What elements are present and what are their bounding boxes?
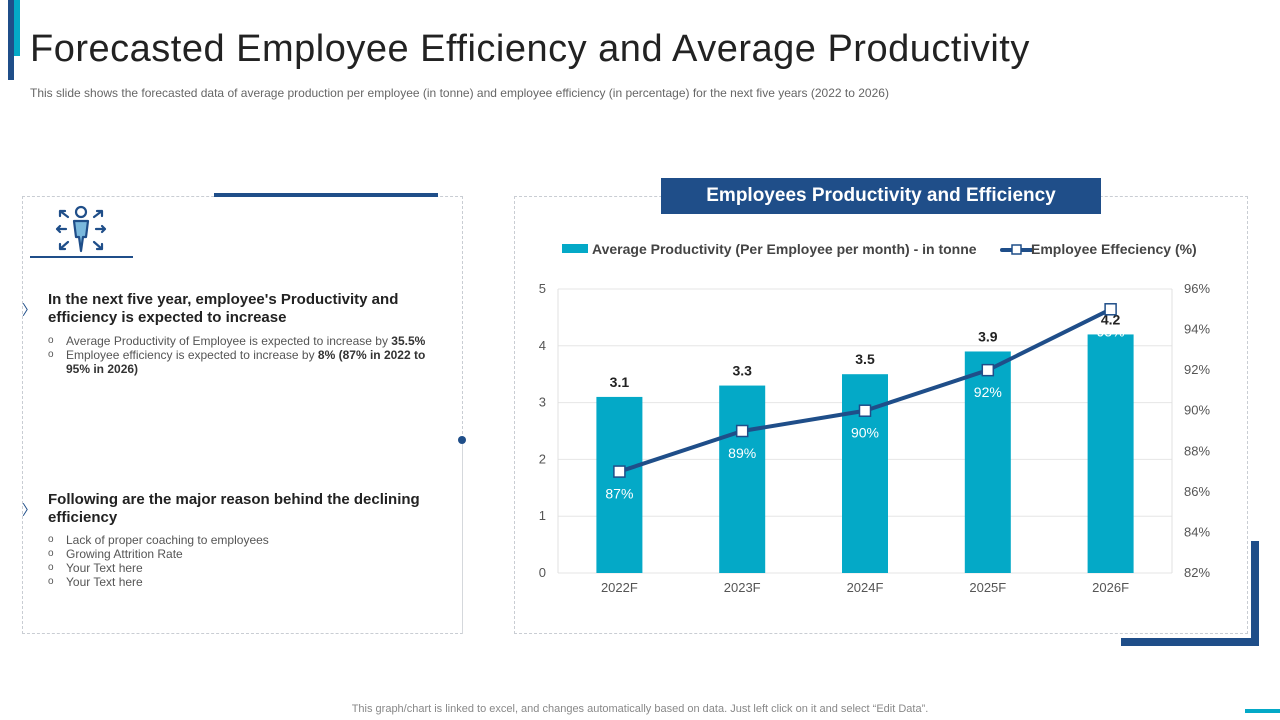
line-data-label: 90% — [851, 425, 879, 441]
list-item: Lack of proper coaching to employees — [48, 533, 438, 547]
bar-data-label: 3.3 — [732, 363, 752, 379]
list-item: Average Productivity of Employee is expe… — [48, 334, 438, 348]
divider-dot — [458, 436, 466, 444]
bar — [596, 396, 643, 573]
corner-accent — [1121, 541, 1259, 646]
footer-note: This graph/chart is linked to excel, and… — [351, 703, 929, 715]
bar-data-label: 3.9 — [978, 328, 998, 344]
x-tick-label: 2023F — [724, 580, 761, 595]
chart-title: Employees Productivity and Efficiency — [661, 178, 1101, 214]
y-right-tick-label: 90% — [1184, 403, 1210, 418]
bar — [719, 385, 766, 573]
bar — [964, 351, 1011, 573]
line-point — [613, 465, 626, 478]
employee-growth-icon — [55, 205, 107, 253]
y-left-tick-label: 0 — [539, 565, 546, 580]
vertical-divider — [462, 440, 463, 634]
list-item: Employee efficiency is expected to incre… — [48, 348, 438, 376]
chevron-right-icon: 〉 — [22, 502, 36, 518]
bar-data-label: 3.1 — [610, 374, 630, 390]
bar — [1087, 334, 1134, 573]
x-tick-label: 2024F — [847, 580, 884, 595]
list-item: Your Text here — [48, 575, 438, 589]
legend-line-marker — [1011, 244, 1022, 255]
y-right-tick-label: 94% — [1184, 322, 1210, 337]
list-item: Your Text here — [48, 561, 438, 575]
line-data-label: 89% — [728, 445, 756, 461]
y-right-tick-label: 86% — [1184, 484, 1210, 499]
page-title: Forecasted Employee Efficiency and Avera… — [30, 28, 1030, 70]
chevron-right-icon: 〉 — [22, 302, 36, 318]
y-left-tick-label: 5 — [539, 281, 546, 296]
productivity-efficiency-chart: 0 1 2 3 4 5 82% 84% 86% 88% 90% 92% 94% 96% 3.1 2022F 3.… — [539, 241, 1211, 595]
page-subtitle: This slide shows the forecasted data of … — [30, 86, 889, 100]
y-left-tick-label: 2 — [539, 451, 546, 466]
title-accent-bar — [8, 0, 14, 80]
line-point — [981, 363, 995, 377]
section2-title: Following are the major reason behind th… — [48, 491, 420, 526]
section1-list: Average Productivity of Employee is expe… — [48, 334, 438, 376]
y-left-tick-label: 4 — [539, 338, 546, 353]
bar-data-label: 3.5 — [855, 351, 875, 367]
icon-underline — [30, 256, 133, 258]
legend-bar-label: Average Productivity (Per Employee per m… — [592, 241, 977, 257]
x-tick-label: 2025F — [969, 580, 1006, 595]
line-point — [735, 424, 749, 438]
y-left-tick-label: 1 — [539, 508, 546, 523]
y-right-tick-label: 88% — [1184, 443, 1210, 458]
y-right-tick-label: 82% — [1184, 565, 1210, 580]
y-right-tick-label: 92% — [1184, 362, 1210, 377]
footer-accent — [1245, 709, 1280, 713]
line-data-label: 95% — [1097, 323, 1125, 339]
y-right-tick-label: 84% — [1184, 524, 1210, 539]
x-tick-label: 2026F — [1092, 580, 1129, 595]
x-tick-label: 2022F — [601, 580, 638, 595]
legend-bar-swatch — [562, 244, 588, 253]
line-data-label: 87% — [605, 486, 633, 502]
line-point — [1104, 303, 1117, 316]
line-point — [858, 404, 872, 417]
line-data-label: 92% — [974, 384, 1002, 400]
y-right-tick-label: 96% — [1184, 281, 1210, 296]
y-left-tick-label: 3 — [539, 395, 546, 410]
title-accent-bar-light — [14, 0, 20, 56]
list-item: Growing Attrition Rate — [48, 547, 438, 561]
legend-line-label: Employee Effeciency (%) — [1031, 241, 1197, 257]
section2-list: Lack of proper coaching to employees Gro… — [48, 533, 438, 589]
section1-title: In the next five year, employee's Produc… — [48, 291, 399, 326]
left-panel-accent — [214, 193, 438, 197]
